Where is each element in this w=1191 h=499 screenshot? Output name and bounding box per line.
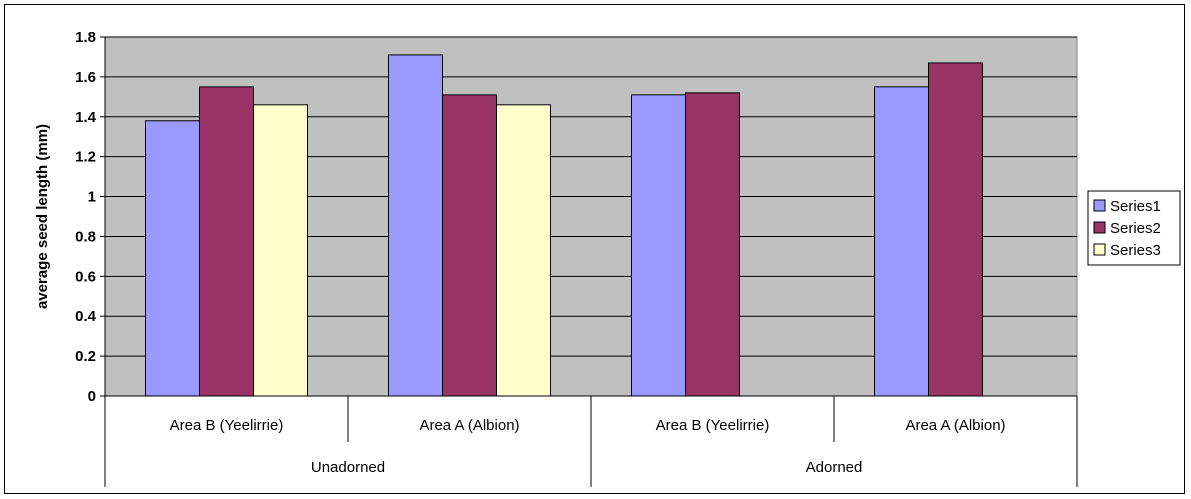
y-tick-label: 0.6 — [75, 268, 96, 285]
bar-series2 — [928, 62, 983, 397]
y-tick-label: 0.4 — [75, 308, 97, 325]
legend-swatch-series3 — [1093, 243, 1106, 256]
bar-series3 — [253, 104, 308, 397]
y-axis-title: average seed length (mm) — [34, 124, 51, 309]
bar-series2 — [199, 86, 254, 397]
y-tick-label: 1.6 — [75, 69, 96, 86]
y-tick-label: 0.8 — [75, 228, 96, 245]
legend-swatch-series1 — [1093, 199, 1106, 212]
chart-frame: 0 0.2 0.4 0.6 0.8 1 1.2 1.4 1.6 1.8 average seed l… — [4, 4, 1185, 494]
y-tick-label: 1 — [88, 189, 96, 206]
group-label: Adorned — [806, 459, 863, 476]
category-label: Area B (Yeelirrie) — [656, 417, 770, 434]
legend-swatch-series2 — [1093, 221, 1106, 234]
category-label: Area A (Albion) — [905, 417, 1005, 434]
y-tick-label: 0.2 — [75, 348, 96, 365]
category-label: Area B (Yeelirrie) — [170, 417, 284, 434]
bar-chart: 0 0.2 0.4 0.6 0.8 1 1.2 1.4 1.6 1.8 average seed l… — [34, 29, 1181, 487]
legend-label: Series2 — [1110, 220, 1161, 237]
bar-series2 — [685, 92, 740, 397]
bar-series1 — [388, 54, 443, 397]
y-tick-label: 1.2 — [75, 149, 96, 166]
legend-label: Series3 — [1110, 242, 1161, 259]
bar-series3 — [496, 104, 551, 397]
legend-label: Series1 — [1110, 198, 1161, 215]
bar-series2 — [442, 94, 497, 397]
bar-series1 — [631, 94, 686, 397]
y-tick-label: 1.4 — [75, 109, 97, 126]
bar-series1 — [874, 86, 929, 397]
bar-series1 — [145, 120, 200, 397]
y-tick-label: 0 — [88, 388, 96, 405]
category-label: Area A (Albion) — [419, 417, 519, 434]
group-label: Unadorned — [311, 459, 385, 476]
y-tick-label: 1.8 — [75, 29, 96, 46]
